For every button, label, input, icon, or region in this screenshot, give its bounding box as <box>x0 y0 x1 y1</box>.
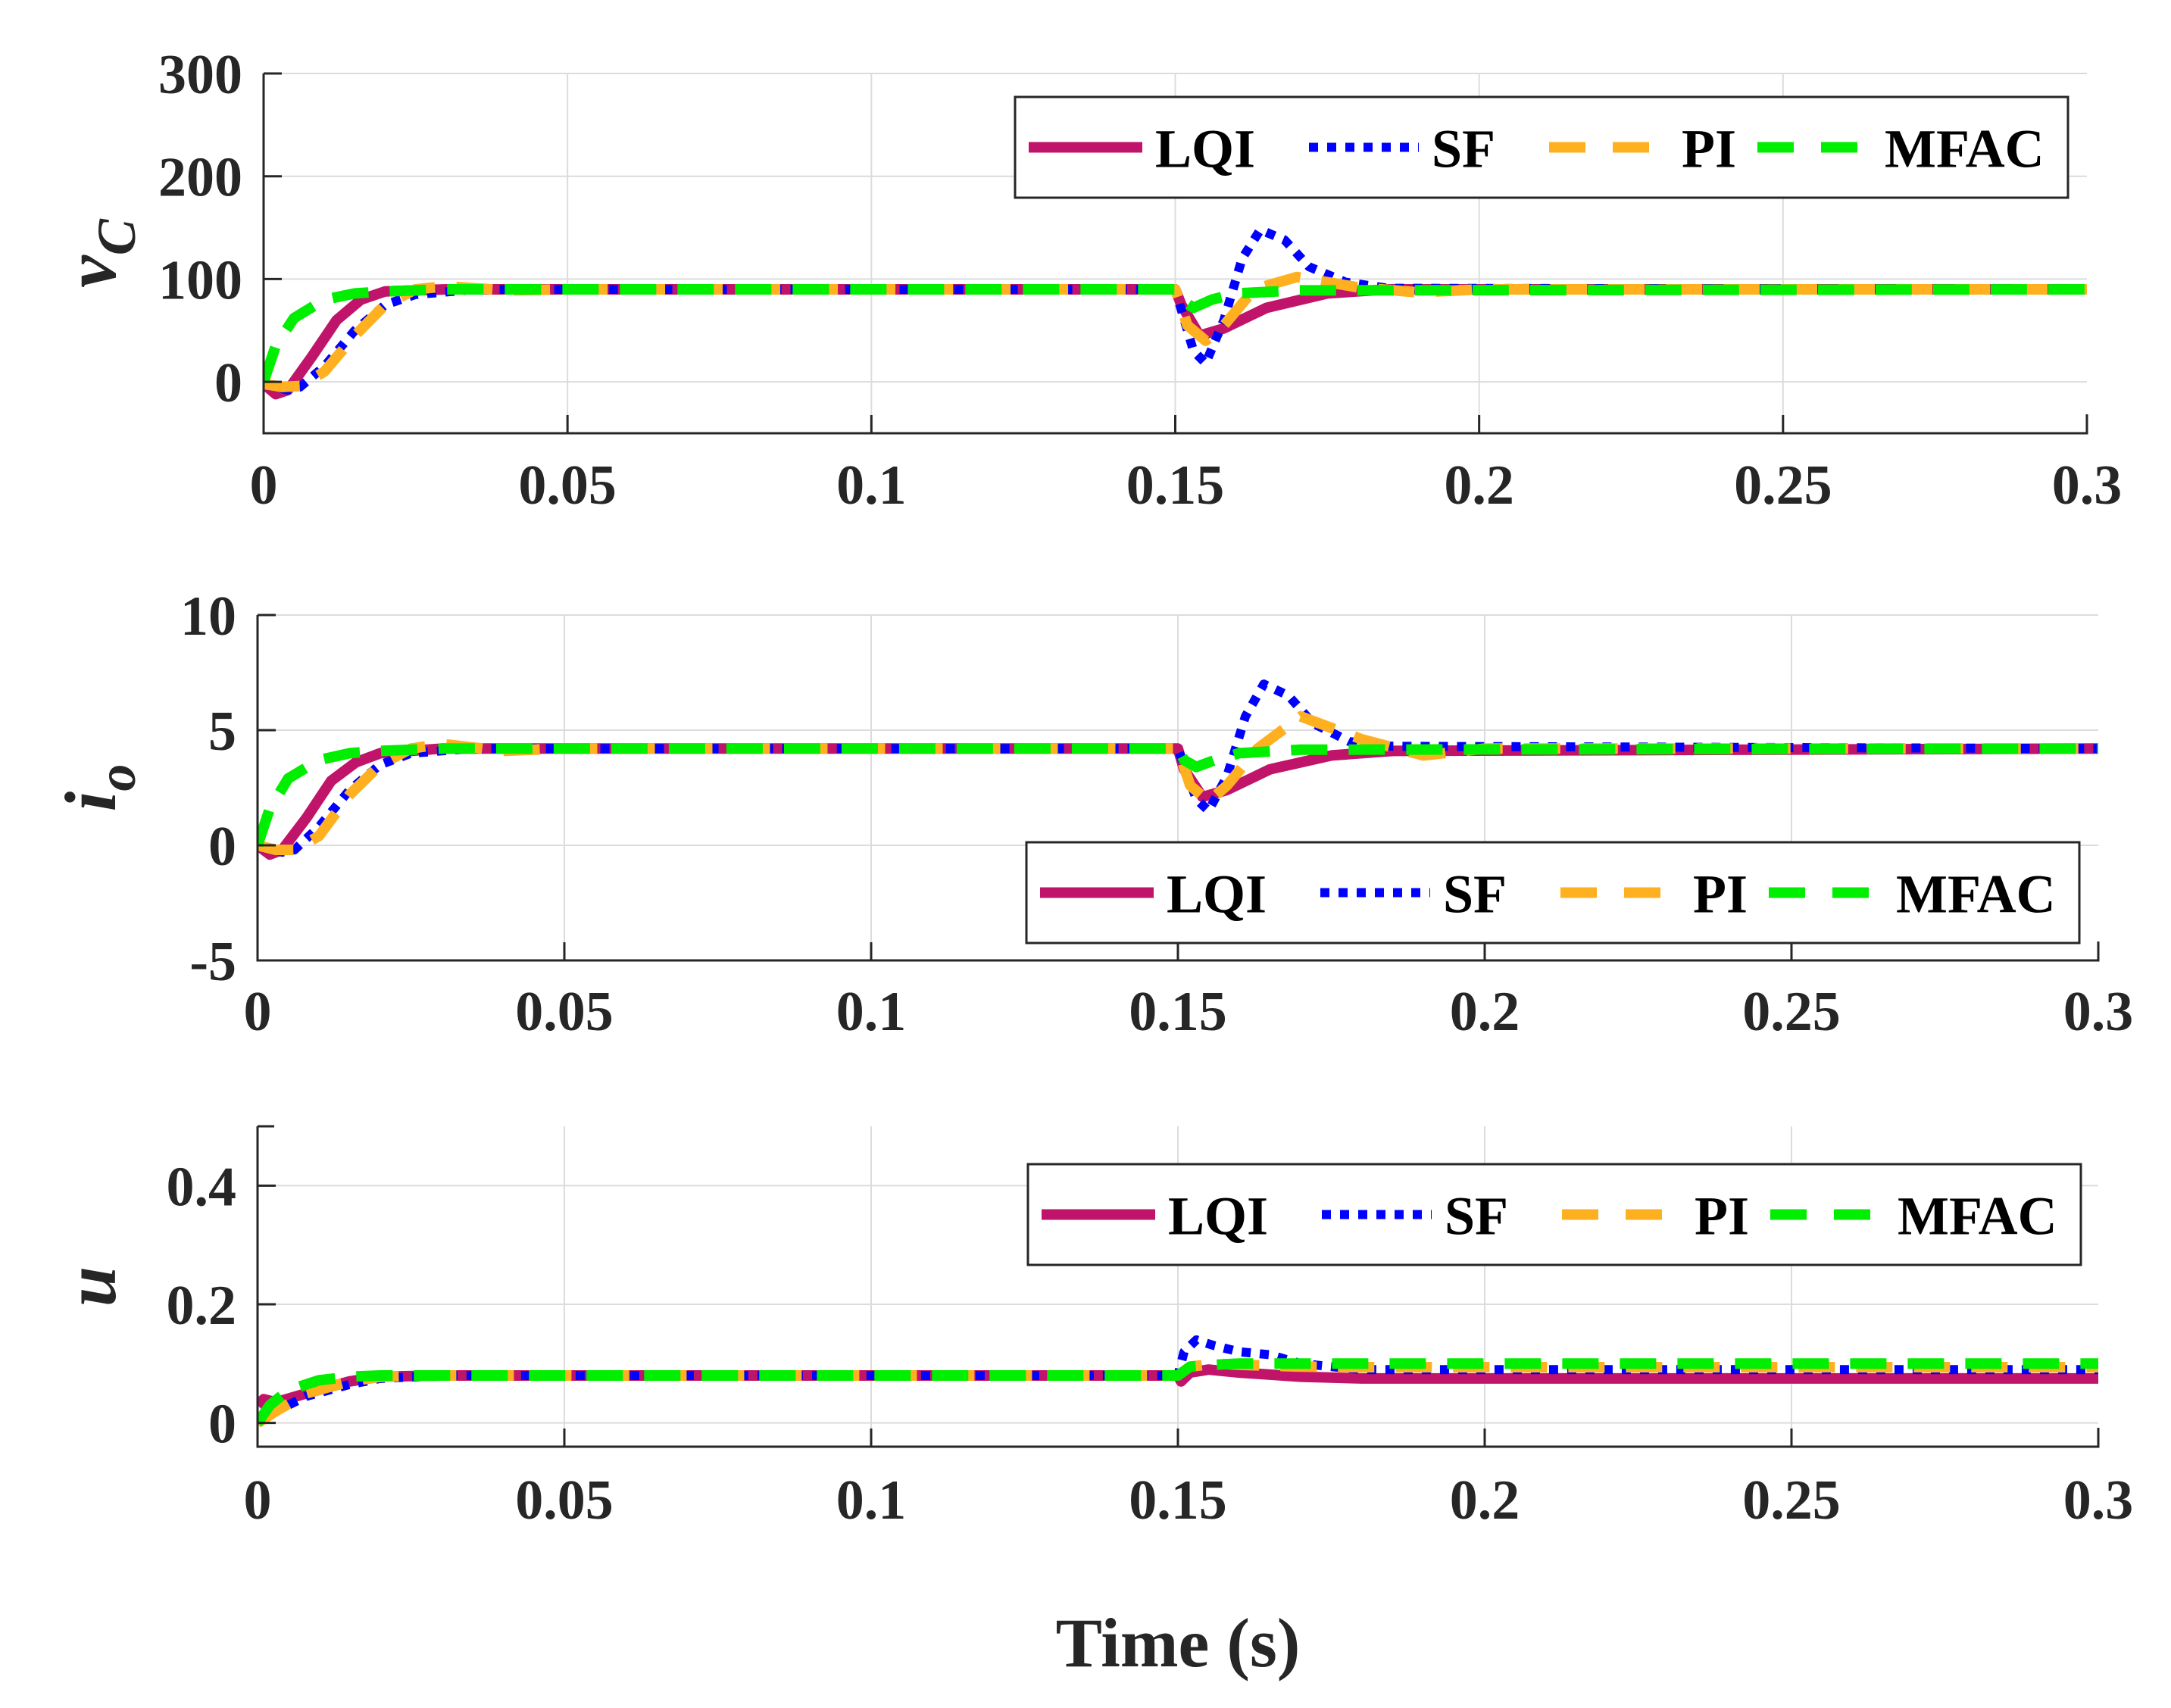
legend-box <box>1026 1163 2082 1266</box>
legend-label-lqi: LQI <box>1155 119 1255 180</box>
legend-label-lqi: LQI <box>1168 1186 1268 1247</box>
y-tick-label: 300 <box>158 44 242 106</box>
legend-label-lqi: LQI <box>1167 864 1267 925</box>
legend-label-sf: SF <box>1443 864 1507 925</box>
y-axis-label-sub: o <box>86 764 147 792</box>
legend-label-mfac: MFAC <box>1885 119 2044 180</box>
y-tick-label: 0.4 <box>167 1156 237 1218</box>
series-line-sf <box>264 225 2087 395</box>
legend: LQI SF PI MFAC <box>1025 841 2081 945</box>
y-axis-label: u <box>50 1266 131 1307</box>
x-tick-label: 0.05 <box>515 981 614 1043</box>
y-axis-label: io <box>50 764 147 812</box>
legend-box <box>1025 841 2081 945</box>
y-tick-label: 0 <box>208 1394 236 1456</box>
legend-label-sf: SF <box>1445 1186 1508 1247</box>
y-axis-label-main: v <box>50 254 131 288</box>
series-line-mfac <box>258 743 2098 848</box>
x-tick-label: 0 <box>244 1469 272 1532</box>
legend-label-pi: PI <box>1695 1186 1749 1247</box>
series-group <box>264 225 2087 400</box>
x-tick-label: 0.15 <box>1129 1469 1227 1532</box>
series-line-mfac <box>258 1358 2098 1426</box>
y-tick-label: 0 <box>208 816 236 878</box>
x-tick-label: 0.2 <box>1450 981 1520 1043</box>
y-tick-label: 0 <box>214 352 242 414</box>
x-tick-label: 0.25 <box>1734 454 1832 517</box>
y-tick-label: 10 <box>180 585 236 648</box>
series-line-sf <box>258 1335 2098 1427</box>
y-axis-label-sub: C <box>86 218 147 255</box>
y-tick-label: 100 <box>158 249 242 311</box>
x-tick-label: 0.1 <box>836 1469 907 1532</box>
series-group <box>258 679 2098 860</box>
y-tick-label: 0.2 <box>167 1275 237 1337</box>
x-tick-label: 0.3 <box>2063 1469 2134 1532</box>
y-tick-label: 200 <box>158 147 242 209</box>
x-tick-label: 0.25 <box>1742 1469 1841 1532</box>
legend-label-mfac: MFAC <box>1898 1186 2057 1247</box>
x-axis-label: Time (s) <box>1056 1604 1301 1681</box>
legend-box <box>1014 95 2069 199</box>
chart-panel-3: 0 0.05 0.1 0.15 0.2 0.25 0.3 0 0.2 0.4 u Time (s) LQ… <box>50 1125 2134 1681</box>
x-tick-label: 0.25 <box>1742 981 1841 1043</box>
y-tick-label: 5 <box>208 701 236 763</box>
legend-label-sf: SF <box>1432 119 1495 180</box>
x-tick-label: 0.3 <box>2063 981 2134 1043</box>
series-line-mfac <box>264 284 2087 384</box>
y-tick-label: -5 <box>189 931 236 993</box>
x-tick-label: 0.2 <box>1450 1469 1520 1532</box>
x-tick-label: 0.05 <box>515 1469 614 1532</box>
x-tick-label: 0 <box>244 981 272 1043</box>
y-axis-label-main: i <box>50 791 131 811</box>
x-tick-label: 0.3 <box>2052 454 2123 517</box>
chart-panel-1: 0 0.05 0.1 0.15 0.2 0.25 0.3 0 100 200 300 vC LQI SF P… <box>50 44 2122 517</box>
x-tick-label: 0.2 <box>1444 454 1514 517</box>
legend: LQI SF PI MFAC <box>1026 1163 2082 1266</box>
x-tick-label: 0 <box>250 454 278 517</box>
x-tick-label: 0.05 <box>518 454 617 517</box>
y-axis-label-main: u <box>50 1266 131 1307</box>
x-tick-label: 0.1 <box>836 981 907 1043</box>
legend-label-mfac: MFAC <box>1896 864 2056 925</box>
legend-label-pi: PI <box>1682 119 1736 180</box>
series-group <box>258 1335 2098 1428</box>
y-axis-label: vC <box>50 218 147 288</box>
legend-label-pi: PI <box>1693 864 1748 925</box>
legend: LQI SF PI MFAC <box>1014 95 2069 199</box>
x-tick-label: 0.15 <box>1126 454 1225 517</box>
x-tick-label: 0.15 <box>1129 981 1227 1043</box>
x-tick-label: 0.1 <box>836 454 907 517</box>
